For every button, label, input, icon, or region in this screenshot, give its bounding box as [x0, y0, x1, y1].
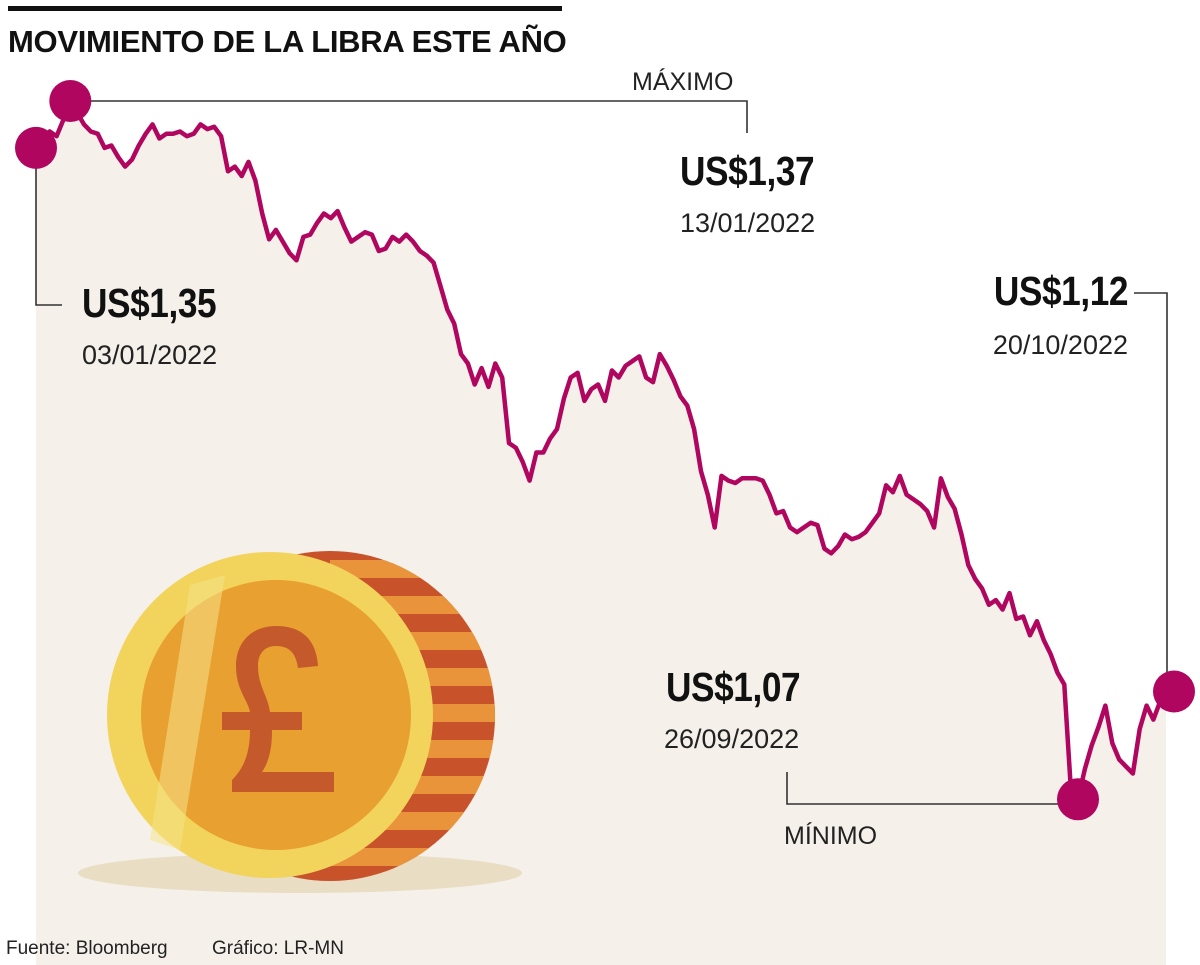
leader-start: [35, 152, 62, 306]
min-value: US$1,07: [666, 664, 801, 710]
start-date: 03/01/2022: [82, 340, 218, 370]
marker-start: [15, 126, 57, 169]
leader-lines: [35, 100, 1168, 805]
pound-coin-icon: [78, 551, 522, 893]
series-line: [33, 98, 1177, 802]
max-label: MÁXIMO: [632, 68, 734, 96]
max-value: US$1,37: [680, 148, 815, 194]
leader-max: [80, 100, 748, 133]
pound-sign-glyph: [222, 626, 334, 792]
start-value: US$1,35: [82, 280, 217, 326]
marker-min: [1057, 778, 1099, 821]
marker-max: [49, 80, 92, 122]
title-rule: [8, 6, 562, 11]
end-value: US$1,12: [993, 268, 1129, 314]
end-date: 20/10/2022: [992, 330, 1128, 360]
min-date: 26/09/2022: [664, 724, 800, 754]
page-title: MOVIMIENTO DE LA LIBRA ESTE AÑO: [8, 24, 567, 59]
max-date: 13/01/2022: [680, 208, 816, 238]
min-label: MÍNIMO: [784, 822, 878, 850]
leader-end: [1134, 292, 1168, 676]
marker-end: [1153, 670, 1195, 713]
coin-shine: [150, 575, 225, 850]
point-markers: [15, 80, 1195, 821]
leader-min: [786, 772, 1070, 805]
credit-note: Gráfico: LR-MN: [212, 938, 344, 959]
source-note: Fuente: Bloomberg: [6, 938, 168, 959]
